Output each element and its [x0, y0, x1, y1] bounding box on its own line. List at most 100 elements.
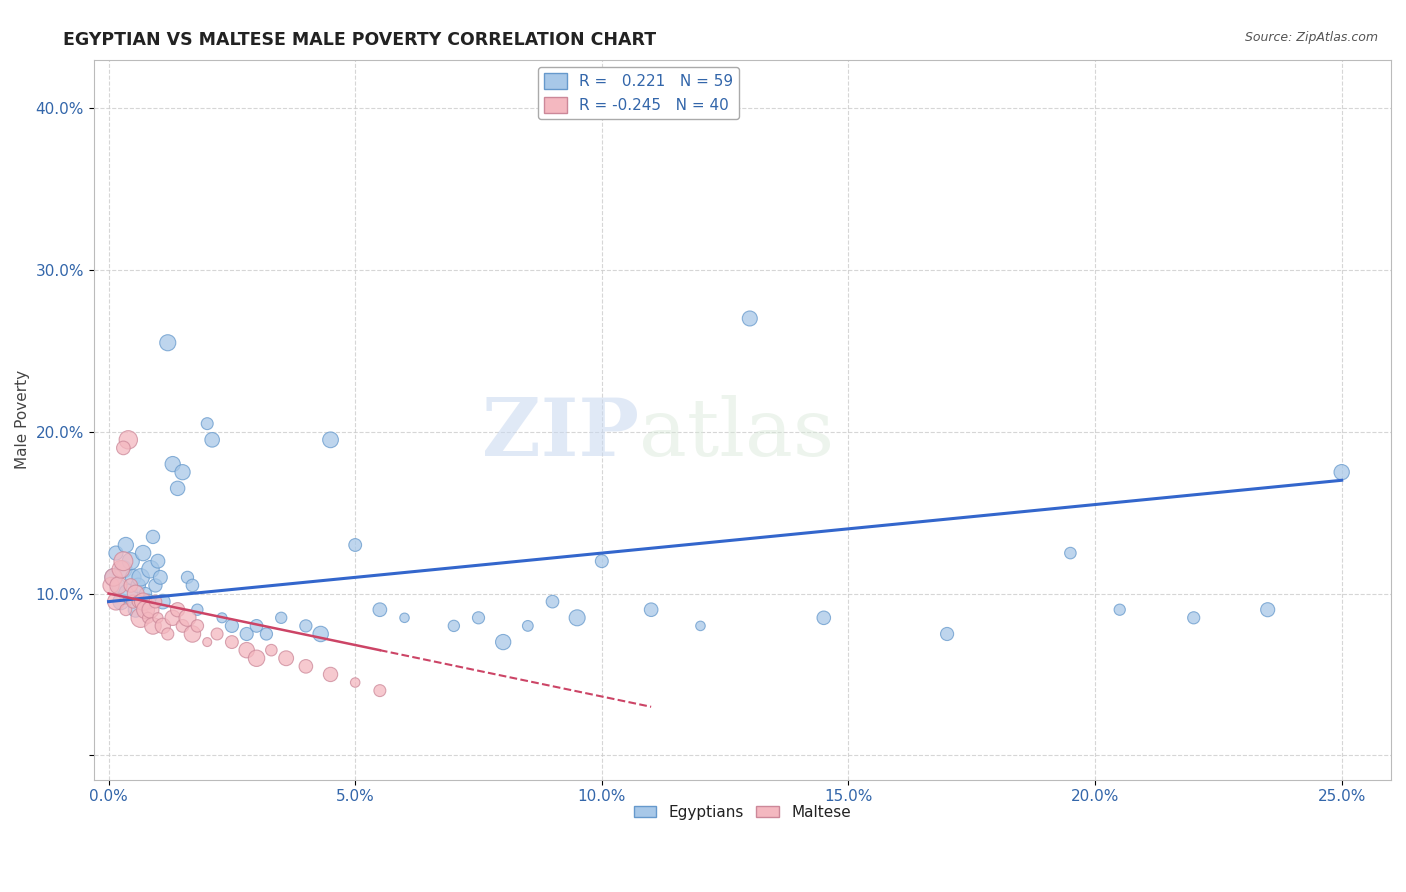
Point — [139, 603, 162, 617]
Point — [142, 619, 165, 633]
Point — [309, 627, 332, 641]
Y-axis label: Male Poverty: Male Poverty — [15, 370, 30, 469]
Point — [260, 643, 283, 657]
Point — [176, 611, 198, 625]
Point — [145, 578, 167, 592]
Text: EGYPTIAN VS MALTESE MALE POVERTY CORRELATION CHART: EGYPTIAN VS MALTESE MALE POVERTY CORRELA… — [63, 31, 657, 49]
Point — [142, 530, 165, 544]
Point — [319, 433, 342, 447]
Point — [132, 594, 155, 608]
Point — [166, 603, 188, 617]
Point — [276, 651, 298, 665]
Point — [146, 611, 169, 625]
Text: ZIP: ZIP — [482, 395, 638, 473]
Point — [162, 611, 184, 625]
Point — [394, 611, 416, 625]
Point — [201, 433, 224, 447]
Point — [516, 619, 538, 633]
Point — [640, 603, 662, 617]
Point — [132, 546, 155, 560]
Point — [100, 578, 122, 592]
Point — [122, 570, 145, 584]
Point — [146, 554, 169, 568]
Text: Source: ZipAtlas.com: Source: ZipAtlas.com — [1244, 31, 1378, 45]
Point — [195, 635, 218, 649]
Point — [295, 659, 318, 673]
Point — [172, 619, 194, 633]
Point — [129, 570, 152, 584]
Point — [110, 562, 132, 576]
Point — [136, 611, 159, 625]
Point — [117, 433, 139, 447]
Point — [344, 675, 367, 690]
Point — [136, 594, 159, 608]
Point — [115, 538, 138, 552]
Point — [115, 603, 138, 617]
Point — [738, 311, 761, 326]
Point — [1059, 546, 1081, 560]
Point — [181, 578, 204, 592]
Point — [152, 594, 174, 608]
Point — [145, 594, 167, 608]
Point — [245, 619, 267, 633]
Point — [112, 562, 135, 576]
Point — [104, 594, 127, 608]
Point — [541, 594, 564, 608]
Point — [127, 594, 149, 608]
Point — [205, 627, 228, 641]
Point — [162, 457, 184, 471]
Point — [1182, 611, 1205, 625]
Point — [135, 586, 157, 600]
Point — [135, 603, 157, 617]
Point — [112, 441, 135, 455]
Point — [104, 546, 127, 560]
Text: atlas: atlas — [638, 395, 834, 473]
Point — [125, 603, 148, 617]
Point — [235, 627, 257, 641]
Point — [221, 635, 243, 649]
Point — [813, 611, 835, 625]
Point — [492, 635, 515, 649]
Point — [319, 667, 342, 681]
Point — [591, 554, 613, 568]
Point — [368, 603, 391, 617]
Point — [368, 683, 391, 698]
Point — [110, 594, 132, 608]
Point — [156, 335, 179, 350]
Point — [443, 619, 465, 633]
Point — [186, 603, 208, 617]
Point — [166, 481, 188, 495]
Point — [186, 619, 208, 633]
Point — [129, 611, 152, 625]
Point — [127, 578, 149, 592]
Point — [103, 570, 125, 584]
Point — [103, 570, 125, 584]
Point — [1257, 603, 1279, 617]
Point — [211, 611, 233, 625]
Point — [125, 586, 148, 600]
Point — [107, 578, 129, 592]
Point — [195, 417, 218, 431]
Point — [120, 578, 142, 592]
Point — [149, 570, 172, 584]
Point — [245, 651, 267, 665]
Point — [254, 627, 277, 641]
Point — [156, 627, 179, 641]
Point — [936, 627, 959, 641]
Point — [235, 643, 257, 657]
Point — [270, 611, 292, 625]
Point — [467, 611, 489, 625]
Point — [1330, 465, 1353, 479]
Point — [120, 554, 142, 568]
Point — [152, 619, 174, 633]
Point — [295, 619, 318, 633]
Point — [344, 538, 367, 552]
Legend: Egyptians, Maltese: Egyptians, Maltese — [627, 798, 858, 826]
Point — [689, 619, 711, 633]
Point — [172, 465, 194, 479]
Point — [117, 586, 139, 600]
Point — [112, 554, 135, 568]
Point — [176, 570, 198, 584]
Point — [107, 578, 129, 592]
Point — [565, 611, 588, 625]
